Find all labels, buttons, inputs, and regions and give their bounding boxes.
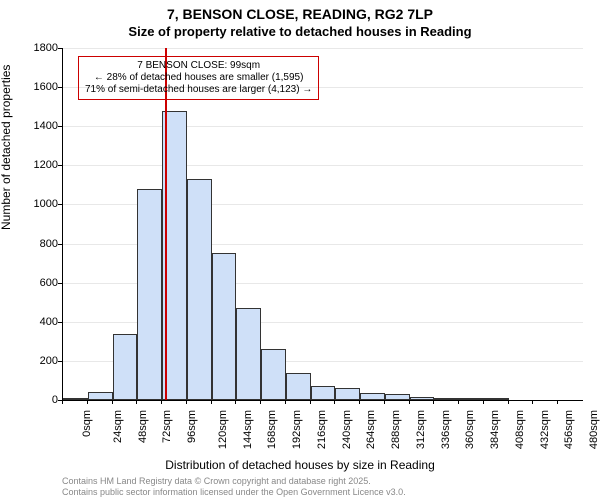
- histogram-bar: [261, 349, 286, 400]
- histogram-bar: [335, 388, 360, 400]
- xtick-mark: [235, 400, 236, 404]
- xtick-label: 264sqm: [366, 410, 378, 449]
- chart-title-main: 7, BENSON CLOSE, READING, RG2 7LP: [0, 6, 600, 22]
- callout-line1: 7 BENSON CLOSE: 99sqm: [85, 60, 312, 72]
- xtick-mark: [458, 400, 459, 404]
- gridline: [63, 48, 583, 49]
- ytick-label: 1200: [18, 159, 58, 171]
- xtick-mark: [211, 400, 212, 404]
- ytick-mark: [58, 87, 62, 88]
- ytick-label: 600: [18, 277, 58, 289]
- histogram-bar: [236, 308, 261, 400]
- histogram-bar: [311, 386, 336, 400]
- ytick-mark: [58, 361, 62, 362]
- ytick-label: 1000: [18, 198, 58, 210]
- ytick-label: 200: [18, 355, 58, 367]
- ytick-label: 1600: [18, 81, 58, 93]
- xtick-mark: [285, 400, 286, 404]
- xtick-label: 0sqm: [81, 410, 93, 437]
- chart-title-sub: Size of property relative to detached ho…: [0, 24, 600, 39]
- ytick-mark: [58, 48, 62, 49]
- histogram-bar: [484, 398, 509, 400]
- ytick-label: 400: [18, 316, 58, 328]
- xtick-label: 120sqm: [217, 410, 229, 449]
- footer-line1: Contains HM Land Registry data © Crown c…: [62, 476, 406, 487]
- ytick-mark: [58, 204, 62, 205]
- histogram-bar: [286, 373, 311, 400]
- footer-line2: Contains public sector information licen…: [62, 487, 406, 498]
- xtick-mark: [161, 400, 162, 404]
- xtick-mark: [186, 400, 187, 404]
- xtick-mark: [62, 400, 63, 404]
- xtick-mark: [508, 400, 509, 404]
- x-axis-label: Distribution of detached houses by size …: [0, 458, 600, 472]
- xtick-mark: [310, 400, 311, 404]
- xtick-label: 144sqm: [242, 410, 254, 449]
- xtick-mark: [532, 400, 533, 404]
- xtick-mark: [334, 400, 335, 404]
- xtick-label: 360sqm: [465, 410, 477, 449]
- gridline: [63, 126, 583, 127]
- gridline: [63, 165, 583, 166]
- histogram-bar: [434, 398, 459, 400]
- xtick-label: 216sqm: [316, 410, 328, 449]
- xtick-label: 240sqm: [341, 410, 353, 449]
- xtick-mark: [433, 400, 434, 404]
- y-axis-label: Number of detached properties: [0, 65, 13, 230]
- ytick-mark: [58, 283, 62, 284]
- ytick-mark: [58, 244, 62, 245]
- chart-footer: Contains HM Land Registry data © Crown c…: [62, 476, 406, 498]
- xtick-label: 48sqm: [137, 410, 149, 443]
- xtick-label: 24sqm: [112, 410, 124, 443]
- ytick-mark: [58, 322, 62, 323]
- xtick-label: 336sqm: [440, 410, 452, 449]
- histogram-bar: [63, 398, 88, 400]
- xtick-mark: [136, 400, 137, 404]
- xtick-label: 456sqm: [564, 410, 576, 449]
- callout-line2: ← 28% of detached houses are smaller (1,…: [85, 72, 312, 84]
- xtick-mark: [557, 400, 558, 404]
- xtick-label: 384sqm: [489, 410, 501, 449]
- histogram-bar: [212, 253, 237, 400]
- histogram-bar: [360, 393, 385, 400]
- ytick-mark: [58, 126, 62, 127]
- xtick-label: 192sqm: [291, 410, 303, 449]
- ytick-label: 1400: [18, 120, 58, 132]
- xtick-mark: [384, 400, 385, 404]
- histogram-bar: [88, 392, 113, 400]
- xtick-mark: [112, 400, 113, 404]
- histogram-bar: [410, 397, 435, 400]
- xtick-label: 168sqm: [266, 410, 278, 449]
- histogram-bar: [385, 394, 410, 400]
- xtick-label: 432sqm: [539, 410, 551, 449]
- chart-container: 7, BENSON CLOSE, READING, RG2 7LP Size o…: [0, 0, 600, 500]
- xtick-mark: [483, 400, 484, 404]
- histogram-bar: [137, 189, 162, 400]
- callout-line3: 71% of semi-detached houses are larger (…: [85, 84, 312, 96]
- ytick-label: 0: [18, 394, 58, 406]
- xtick-label: 96sqm: [186, 410, 198, 443]
- xtick-mark: [260, 400, 261, 404]
- xtick-label: 480sqm: [588, 410, 600, 449]
- histogram-bar: [187, 179, 212, 400]
- xtick-label: 288sqm: [390, 410, 402, 449]
- xtick-mark: [359, 400, 360, 404]
- xtick-mark: [87, 400, 88, 404]
- xtick-label: 72sqm: [161, 410, 173, 443]
- xtick-mark: [409, 400, 410, 404]
- histogram-bar: [459, 398, 484, 400]
- ytick-label: 800: [18, 238, 58, 250]
- property-marker-line: [165, 48, 167, 400]
- callout-box: 7 BENSON CLOSE: 99sqm ← 28% of detached …: [78, 56, 319, 100]
- ytick-label: 1800: [18, 42, 58, 54]
- ytick-mark: [58, 165, 62, 166]
- histogram-bar: [113, 334, 138, 400]
- xtick-label: 408sqm: [514, 410, 526, 449]
- xtick-label: 312sqm: [415, 410, 427, 449]
- plot-area: [62, 48, 583, 401]
